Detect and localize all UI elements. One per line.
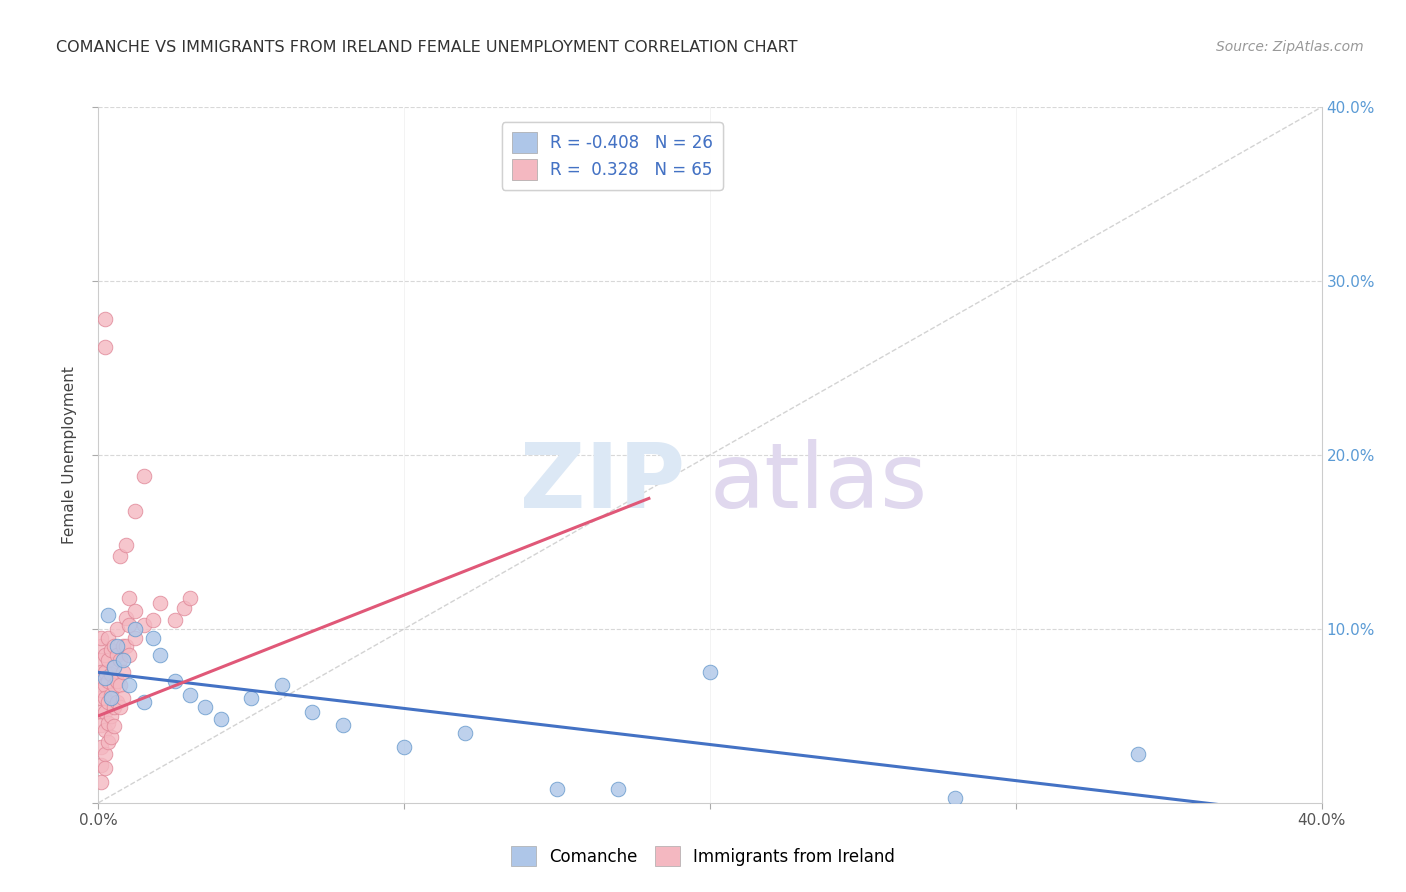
Point bbox=[163, 613, 186, 627]
Point bbox=[179, 688, 201, 702]
Point bbox=[392, 740, 416, 755]
Point bbox=[97, 735, 120, 749]
Point bbox=[142, 631, 165, 645]
Point bbox=[103, 700, 125, 714]
Point bbox=[118, 677, 141, 691]
Point bbox=[93, 671, 115, 685]
Point bbox=[103, 660, 125, 674]
Point bbox=[108, 653, 131, 667]
Point bbox=[93, 747, 115, 761]
Point bbox=[699, 665, 721, 680]
Point bbox=[124, 631, 146, 645]
Point bbox=[134, 695, 156, 709]
Point bbox=[454, 726, 477, 740]
Point bbox=[134, 618, 156, 632]
Point bbox=[90, 653, 112, 667]
Point bbox=[118, 648, 141, 662]
Point bbox=[111, 639, 134, 653]
Point bbox=[105, 622, 128, 636]
Point bbox=[90, 706, 112, 720]
Point bbox=[124, 503, 146, 517]
Point bbox=[100, 730, 122, 744]
Point bbox=[111, 691, 134, 706]
Point bbox=[108, 677, 131, 691]
Point bbox=[124, 622, 146, 636]
Point bbox=[100, 691, 122, 706]
Legend: R = -0.408   N = 26, R =  0.328   N = 65: R = -0.408 N = 26, R = 0.328 N = 65 bbox=[502, 122, 723, 190]
Point bbox=[90, 757, 112, 772]
Point bbox=[93, 312, 115, 326]
Point bbox=[179, 591, 201, 605]
Point bbox=[149, 596, 172, 610]
Point bbox=[105, 648, 128, 662]
Point bbox=[108, 549, 131, 563]
Point bbox=[105, 695, 128, 709]
Point bbox=[108, 700, 131, 714]
Point bbox=[97, 607, 120, 622]
Point bbox=[111, 653, 134, 667]
Point bbox=[546, 781, 568, 796]
Point bbox=[111, 665, 134, 680]
Point bbox=[90, 691, 112, 706]
Point bbox=[105, 639, 128, 653]
Point bbox=[100, 688, 122, 702]
Y-axis label: Female Unemployment: Female Unemployment bbox=[62, 366, 77, 544]
Point bbox=[124, 605, 146, 619]
Point bbox=[93, 723, 115, 737]
Point bbox=[118, 591, 141, 605]
Point bbox=[240, 691, 263, 706]
Point bbox=[105, 674, 128, 689]
Point bbox=[149, 648, 172, 662]
Legend: Comanche, Immigrants from Ireland: Comanche, Immigrants from Ireland bbox=[505, 839, 901, 873]
Point bbox=[97, 674, 120, 689]
Point bbox=[93, 706, 115, 720]
Point bbox=[100, 642, 122, 657]
Point bbox=[90, 631, 112, 645]
Point bbox=[943, 790, 966, 805]
Point bbox=[93, 648, 115, 662]
Point bbox=[103, 719, 125, 733]
Point bbox=[118, 618, 141, 632]
Point bbox=[97, 695, 120, 709]
Point bbox=[90, 717, 112, 731]
Point bbox=[90, 665, 112, 680]
Point bbox=[115, 639, 138, 653]
Point bbox=[103, 639, 125, 653]
Point bbox=[90, 682, 112, 697]
Point bbox=[100, 708, 122, 723]
Point bbox=[90, 639, 112, 653]
Point bbox=[301, 706, 323, 720]
Point bbox=[142, 613, 165, 627]
Point bbox=[134, 468, 156, 483]
Point bbox=[93, 665, 115, 680]
Point bbox=[90, 671, 112, 685]
Point bbox=[93, 761, 115, 775]
Point bbox=[93, 691, 115, 706]
Text: atlas: atlas bbox=[710, 439, 928, 527]
Point bbox=[93, 677, 115, 691]
Point bbox=[270, 677, 292, 691]
Point bbox=[209, 712, 232, 726]
Point bbox=[97, 653, 120, 667]
Text: Source: ZipAtlas.com: Source: ZipAtlas.com bbox=[1216, 40, 1364, 54]
Point bbox=[103, 660, 125, 674]
Point bbox=[1128, 747, 1150, 761]
Point bbox=[90, 775, 112, 789]
Point bbox=[194, 700, 217, 714]
Point bbox=[93, 340, 115, 354]
Text: COMANCHE VS IMMIGRANTS FROM IRELAND FEMALE UNEMPLOYMENT CORRELATION CHART: COMANCHE VS IMMIGRANTS FROM IRELAND FEMA… bbox=[56, 40, 797, 55]
Point bbox=[332, 717, 354, 731]
Point bbox=[173, 601, 195, 615]
Point bbox=[97, 715, 120, 730]
Text: ZIP: ZIP bbox=[520, 439, 686, 527]
Point bbox=[97, 631, 120, 645]
Point bbox=[115, 611, 138, 625]
Point bbox=[163, 674, 186, 689]
Point bbox=[607, 781, 630, 796]
Point bbox=[90, 740, 112, 755]
Point bbox=[115, 538, 138, 552]
Point bbox=[100, 667, 122, 681]
Point bbox=[103, 677, 125, 691]
